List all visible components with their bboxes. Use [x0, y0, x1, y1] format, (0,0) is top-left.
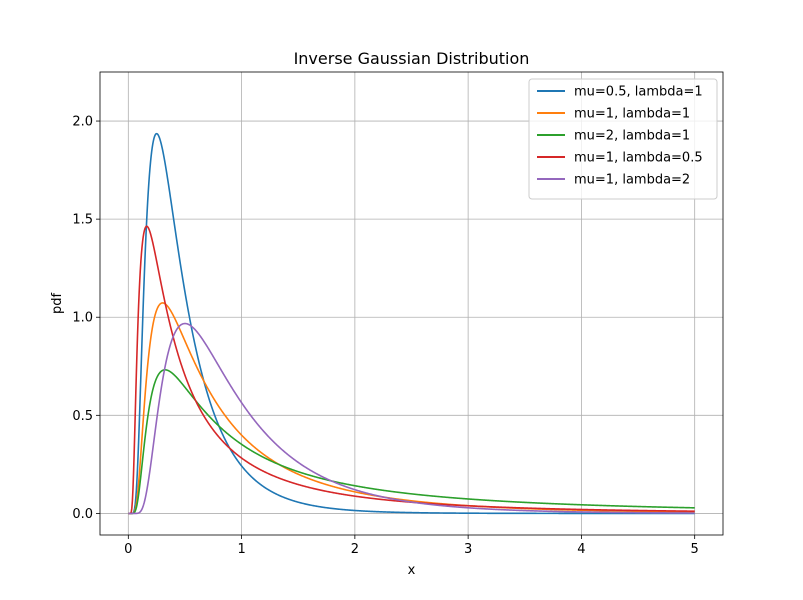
chart-title: Inverse Gaussian Distribution — [294, 49, 530, 68]
series-line-4 — [128, 322, 695, 515]
plot-frame — [99, 71, 724, 536]
x-tick-label: 0 — [124, 542, 132, 557]
y-axis-ticks: 0.0 0.5 1.0 1.5 2.0 — [72, 115, 100, 522]
x-tick-label: 2 — [351, 542, 359, 557]
x-axis-label: x — [408, 563, 416, 578]
legend-label-0: mu=0.5, lambda=1 — [574, 85, 703, 100]
y-tick-label: 2.0 — [72, 115, 93, 130]
y-tick-label: 1.5 — [72, 213, 93, 228]
legend-label-3: mu=1, lambda=0.5 — [574, 151, 703, 166]
x-axis-ticks: 0 1 2 3 4 5 — [124, 535, 699, 557]
legend-box — [528, 78, 718, 200]
y-tick-label: 0.0 — [72, 507, 93, 522]
legend-label-2: mu=2, lambda=1 — [574, 129, 690, 144]
y-tick-label: 1.0 — [72, 311, 93, 326]
x-tick-label: 3 — [464, 542, 472, 557]
x-tick-label: 1 — [237, 542, 245, 557]
series-lines — [128, 132, 695, 515]
x-tick-label: 5 — [691, 542, 699, 557]
series-line-1 — [128, 302, 695, 515]
legend-label-4: mu=1, lambda=2 — [574, 173, 690, 188]
legend-label-1: mu=1, lambda=1 — [574, 107, 690, 122]
legend: mu=0.5, lambda=1 mu=1, lambda=1 mu=2, lamb… — [528, 78, 718, 200]
y-tick-label: 0.5 — [72, 409, 93, 424]
series-line-3 — [128, 225, 695, 515]
series-line-0 — [128, 132, 695, 515]
series-line-2 — [128, 369, 695, 515]
x-tick-label: 4 — [577, 542, 585, 557]
y-axis-label: pdf — [50, 293, 65, 315]
